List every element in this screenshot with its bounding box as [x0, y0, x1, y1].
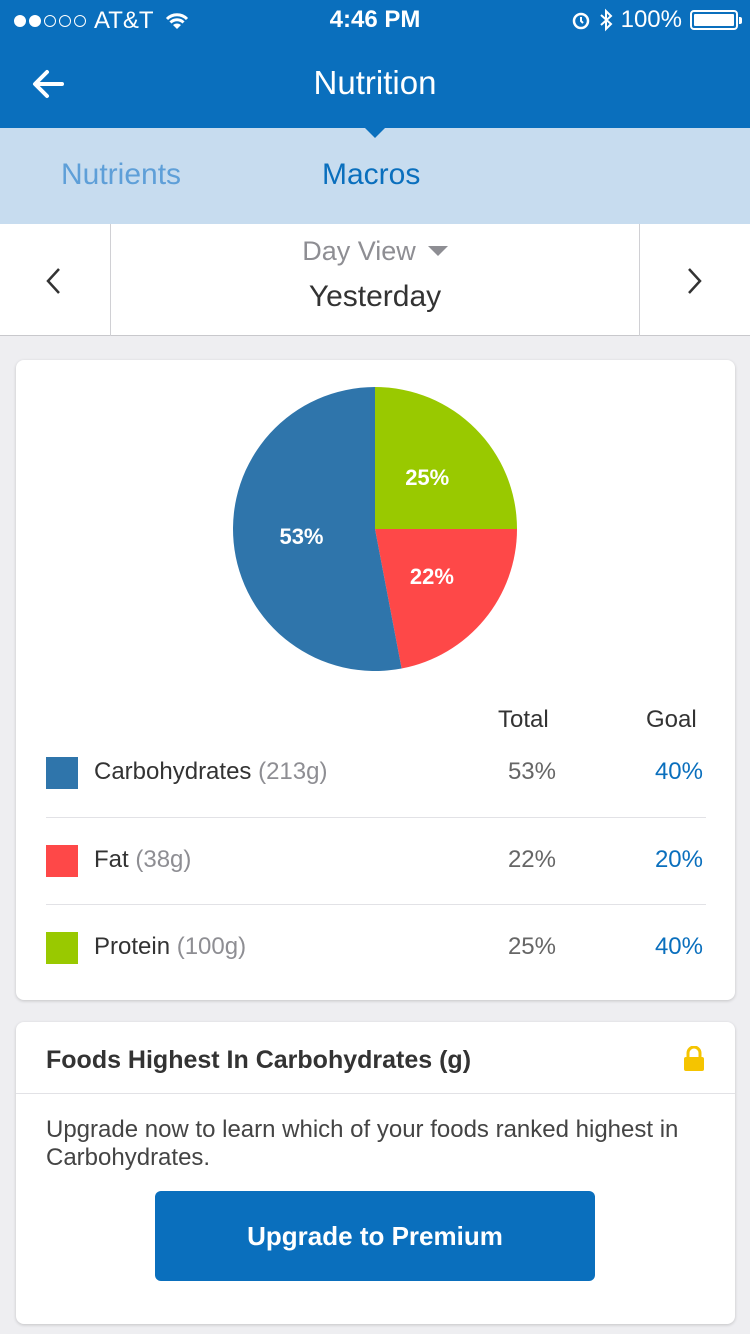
- pie-label-protein: 25%: [405, 465, 449, 490]
- battery-icon: [690, 10, 742, 30]
- macro-goal: 40%: [654, 933, 703, 960]
- back-button[interactable]: [28, 62, 72, 106]
- macro-goal: 20%: [654, 846, 703, 873]
- carrier-label: AT&T: [94, 7, 154, 34]
- macro-row-carbohydrates: Carbohydrates (213g) 53% 40%: [46, 730, 706, 818]
- signal-icon: [14, 15, 86, 27]
- next-day-button[interactable]: [639, 224, 750, 336]
- macro-name-label: Carbohydrates: [94, 758, 252, 785]
- date-selector: Day View Yesterday: [0, 224, 750, 336]
- status-left: AT&T: [14, 7, 190, 35]
- tab-nutrients[interactable]: Nutrients: [61, 158, 182, 191]
- status-right: 100%: [571, 6, 742, 34]
- macros-card: 25% 22% 53% Total Goal Carbohydrates (213g…: [16, 360, 735, 1000]
- page-title: Nutrition: [313, 64, 437, 101]
- macro-name-label: Fat: [94, 846, 129, 873]
- pie-slice-fat: [375, 529, 517, 669]
- macro-total: 53%: [507, 758, 556, 785]
- nav-bar: Nutrition: [0, 40, 750, 138]
- wifi-icon: [165, 13, 188, 29]
- foods-card-title: Foods Highest In Carbohydrates (g): [46, 1046, 472, 1074]
- macro-name-label: Protein: [94, 933, 171, 960]
- alarm-icon: [572, 12, 589, 30]
- pie-label-carbohydrates: 53%: [279, 524, 323, 549]
- legend-swatch: [46, 757, 78, 789]
- pie-label-fat: 22%: [410, 564, 454, 589]
- foods-card-header: Foods Highest In Carbohydrates (g): [16, 1022, 735, 1094]
- upgrade-message: Upgrade now to learn which of your foods…: [46, 1116, 679, 1171]
- macro-row-fat: Fat (38g) 22% 20%: [46, 817, 706, 905]
- legend-swatch: [46, 845, 78, 877]
- status-bar: AT&T 4:46 PM 100%: [0, 0, 750, 40]
- macro-name: Fat (38g): [94, 846, 191, 874]
- chevron-right-icon: [688, 268, 702, 294]
- macro-name: Protein (100g): [94, 933, 246, 961]
- total-column-header: Total: [498, 706, 549, 733]
- macro-total: 22%: [507, 846, 556, 873]
- macro-row-protein: Protein (100g) 25% 40%: [46, 904, 706, 992]
- view-mode-label: Day View: [302, 236, 416, 266]
- macro-total: 25%: [507, 933, 556, 960]
- chevron-left-icon: [46, 268, 60, 294]
- macro-amount: (213g): [258, 758, 328, 785]
- status-time: 4:46 PM: [329, 6, 421, 33]
- foods-highest-card: Foods Highest In Carbohydrates (g) Upgra…: [16, 1022, 735, 1324]
- tab-macros[interactable]: Macros: [322, 158, 421, 191]
- tab-indicator: [363, 126, 387, 138]
- macro-goal: 40%: [654, 758, 703, 785]
- macro-amount: (100g): [176, 933, 247, 960]
- view-mode-dropdown[interactable]: Day View: [111, 236, 639, 267]
- pie-slice-protein: [375, 387, 517, 529]
- legend-swatch: [46, 932, 78, 964]
- battery-label: 100%: [620, 6, 682, 33]
- previous-day-button[interactable]: [0, 224, 111, 336]
- pie-slice-carbohydrates: [233, 387, 402, 671]
- dropdown-caret-icon: [427, 245, 448, 256]
- back-arrow-icon: [33, 70, 64, 98]
- upgrade-to-premium-button[interactable]: Upgrade to Premium: [155, 1191, 595, 1281]
- goal-column-header: Goal: [646, 706, 697, 733]
- selected-day: Yesterday: [308, 280, 442, 313]
- macro-amount: (38g): [135, 846, 192, 873]
- macros-pie-chart: 25% 22% 53%: [233, 387, 517, 671]
- macro-name: Carbohydrates (213g): [94, 758, 327, 786]
- lock-icon: [684, 1046, 704, 1071]
- bluetooth-icon: [599, 8, 613, 32]
- tab-bar: Nutrients Macros: [0, 128, 750, 224]
